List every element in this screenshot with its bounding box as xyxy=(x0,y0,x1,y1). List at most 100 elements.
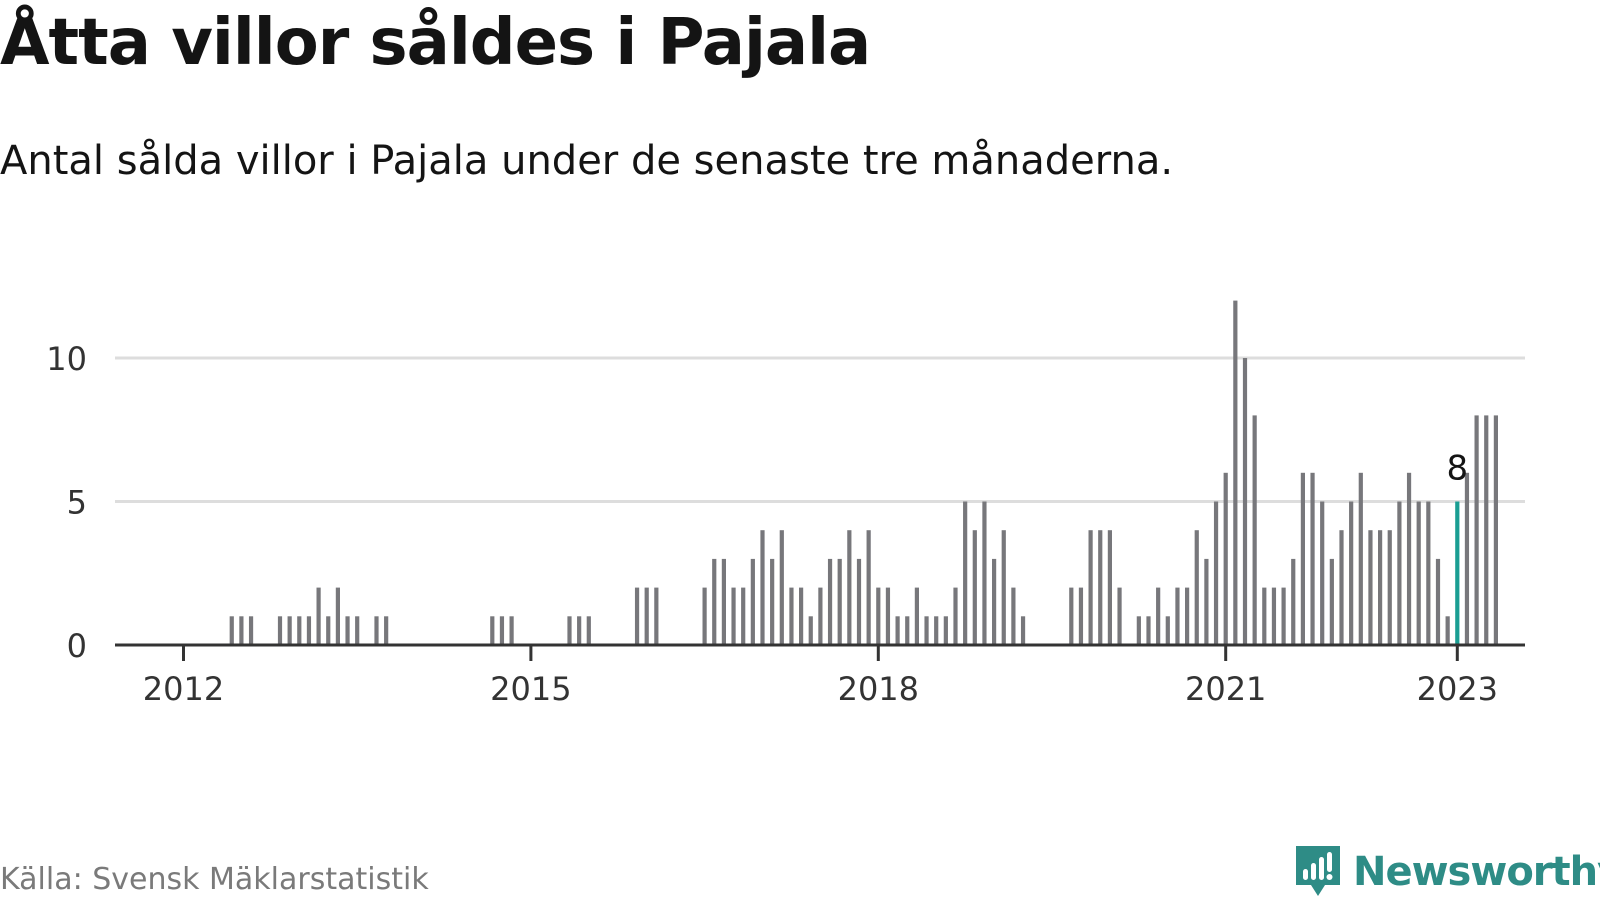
bar xyxy=(1291,558,1296,645)
bar xyxy=(1474,415,1479,645)
bar xyxy=(866,530,871,645)
bar xyxy=(1194,530,1199,645)
newsworthy-logo-icon xyxy=(1296,846,1340,896)
bar xyxy=(702,587,707,645)
bar xyxy=(1329,558,1334,645)
bar xyxy=(972,530,977,645)
bar xyxy=(345,616,350,645)
bar xyxy=(1020,616,1026,645)
bar xyxy=(490,616,495,645)
bar xyxy=(287,616,292,645)
bar xyxy=(1117,587,1122,645)
bar xyxy=(1310,472,1315,645)
bar xyxy=(1107,530,1112,645)
bar xyxy=(741,587,746,645)
brand-name: Newsworthy xyxy=(1353,849,1600,895)
x-tick-label: 2018 xyxy=(838,670,919,708)
y-tick-label: 0 xyxy=(67,627,87,665)
bar xyxy=(731,587,736,645)
bar xyxy=(1262,587,1267,645)
bar xyxy=(1146,616,1151,645)
y-tick-label: 10 xyxy=(46,340,87,378)
bar xyxy=(837,558,842,645)
bar xyxy=(1069,587,1074,645)
bar xyxy=(1175,587,1180,645)
bar xyxy=(789,587,794,645)
bar xyxy=(847,530,852,645)
bar xyxy=(1387,530,1392,645)
bar xyxy=(1242,358,1248,645)
highlight-value-label: 8 xyxy=(1446,449,1468,489)
bar xyxy=(577,616,582,645)
bar xyxy=(750,558,755,645)
bar xyxy=(509,616,514,645)
y-tick-label: 5 xyxy=(67,484,87,522)
bar xyxy=(992,558,997,645)
bar xyxy=(374,616,379,645)
bar xyxy=(1368,530,1373,645)
bar xyxy=(799,587,804,645)
bar xyxy=(1204,558,1209,645)
bar xyxy=(1281,587,1286,645)
bar xyxy=(779,530,784,645)
bar xyxy=(1156,587,1161,645)
chart-subtitle: Antal sålda villor i Pajala under de sen… xyxy=(0,138,1174,184)
bar xyxy=(335,587,340,645)
bar xyxy=(818,587,823,645)
bar xyxy=(1493,415,1498,645)
bar xyxy=(1378,530,1383,645)
bar xyxy=(1271,587,1277,645)
bar xyxy=(1078,587,1084,645)
bar xyxy=(654,587,659,645)
bar xyxy=(229,616,234,645)
bar xyxy=(1426,501,1431,645)
bar xyxy=(644,587,649,645)
bar xyxy=(1320,501,1325,645)
bar xyxy=(885,587,891,645)
bar xyxy=(1300,472,1305,645)
bar xyxy=(1136,616,1141,645)
bar xyxy=(1088,530,1093,645)
bar xyxy=(567,616,572,645)
bar-highlight xyxy=(1455,501,1460,645)
bar xyxy=(770,558,775,645)
bar xyxy=(1001,530,1006,645)
bar xyxy=(943,616,948,645)
bar xyxy=(1464,472,1470,645)
bars xyxy=(229,300,1498,645)
x-tick-label: 2023 xyxy=(1417,670,1498,708)
bar xyxy=(1435,558,1441,645)
bar xyxy=(1165,616,1170,645)
bar xyxy=(326,616,331,645)
bar xyxy=(1223,472,1228,645)
x-axis xyxy=(115,643,1525,661)
bar xyxy=(1416,501,1421,645)
bar xyxy=(1339,530,1344,645)
bar xyxy=(1484,415,1489,645)
gridlines xyxy=(115,356,1525,503)
bar xyxy=(1233,300,1238,645)
bar xyxy=(712,558,717,645)
bar xyxy=(760,530,765,645)
bar xyxy=(1349,501,1354,645)
labels: 0 5 10 2012 2015 2018 2021 2023 8 xyxy=(46,340,1498,708)
bar xyxy=(982,501,987,645)
bar xyxy=(316,587,321,645)
bar xyxy=(1445,616,1450,645)
bar xyxy=(384,616,389,645)
brand-logo[interactable]: Newsworthy xyxy=(1293,844,1600,900)
bar xyxy=(905,616,910,645)
bar xyxy=(1397,501,1402,645)
bar xyxy=(924,616,929,645)
bar xyxy=(1358,472,1363,645)
bar xyxy=(355,616,360,645)
bar xyxy=(239,616,244,645)
bar xyxy=(934,616,939,645)
bar xyxy=(1011,587,1016,645)
bar xyxy=(808,616,813,645)
bar xyxy=(297,616,302,645)
bar xyxy=(856,558,862,645)
bar xyxy=(499,616,505,645)
bar xyxy=(876,587,881,645)
